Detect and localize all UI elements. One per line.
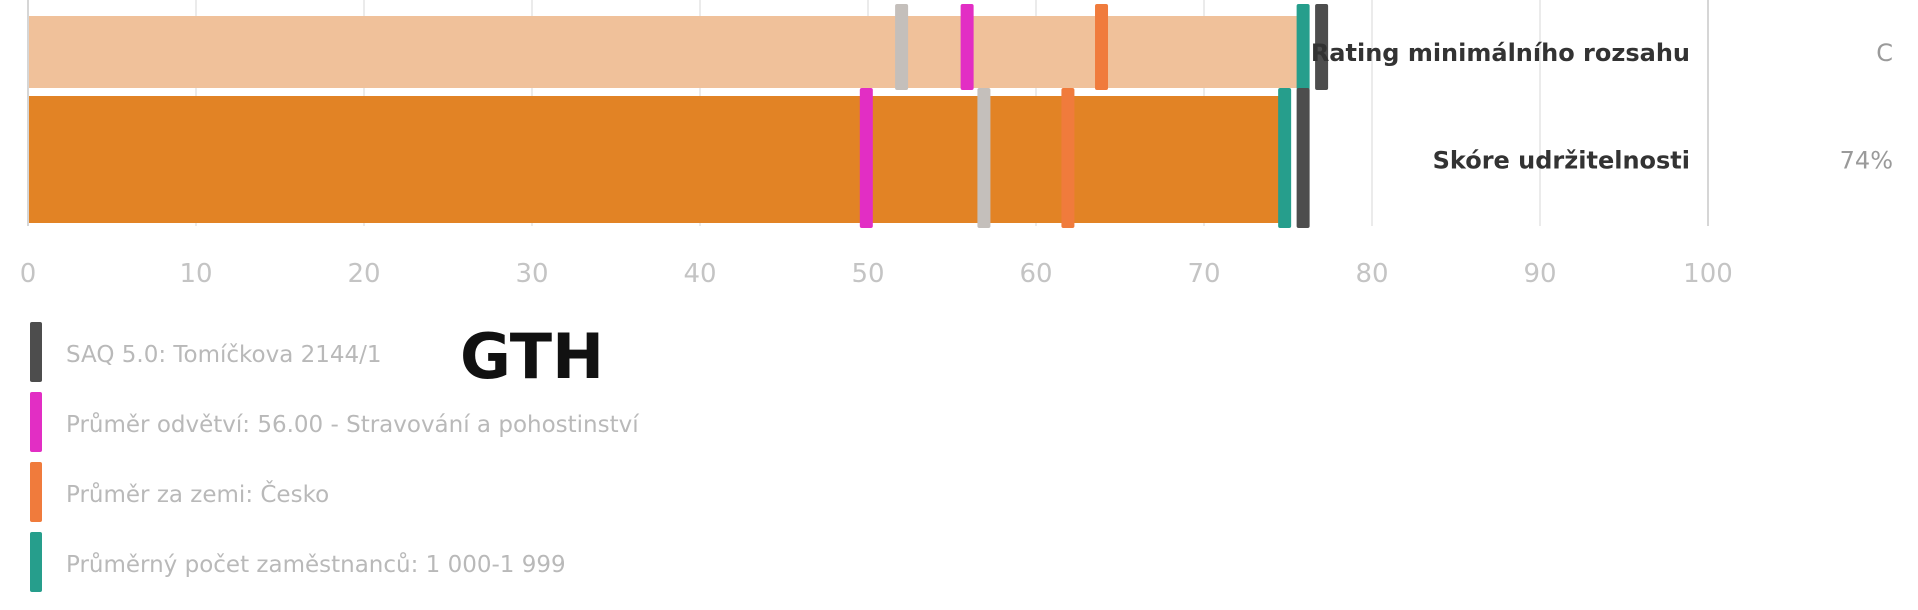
legend-label: Průměrný počet zaměstnanců: 1 000-1 999 xyxy=(66,552,566,578)
row-value-label: C xyxy=(1876,39,1893,67)
legend-label: Průměr odvětví: 56.00 - Stravování a poh… xyxy=(66,412,639,438)
x-tick-label: 100 xyxy=(1683,259,1733,289)
row-value-label: 74% xyxy=(1840,147,1893,175)
benchmark-marker xyxy=(1095,4,1109,90)
x-tick-label: 0 xyxy=(20,259,37,289)
gth-logo-text: GTH xyxy=(460,320,604,390)
benchmark-marker xyxy=(1278,88,1292,228)
chart-markers xyxy=(859,4,1329,228)
x-tick-label: 40 xyxy=(683,259,716,289)
benchmark-marker xyxy=(859,88,873,228)
x-tick-label: 10 xyxy=(179,259,212,289)
legend-swatch xyxy=(30,462,42,522)
benchmark-marker xyxy=(895,4,909,90)
chart-bars xyxy=(28,16,1305,223)
benchmark-marker xyxy=(977,88,991,228)
legend-swatch xyxy=(30,322,42,382)
benchmark-marker xyxy=(960,4,974,90)
x-tick-label: 30 xyxy=(515,259,548,289)
chart-x-axis: 0 10 20 30 40 50 60 70 80 90 100 xyxy=(20,0,1733,289)
benchmark-marker xyxy=(1296,88,1310,228)
legend-swatch xyxy=(30,392,42,452)
benchmark-marker xyxy=(1061,88,1075,228)
chart-row-labels: Rating minimálního rozsahu C Skóre udržite… xyxy=(1311,39,1893,175)
x-tick-label: 80 xyxy=(1355,259,1388,289)
benchmark-marker xyxy=(1315,4,1329,90)
legend-label: SAQ 5.0: Tomíčkova 2144/1 xyxy=(66,342,382,368)
bar xyxy=(28,16,1305,88)
x-tick-label: 60 xyxy=(1019,259,1052,289)
row-label: Rating minimálního rozsahu xyxy=(1311,39,1690,67)
benchmark-marker xyxy=(1296,4,1310,90)
x-tick-label: 20 xyxy=(347,259,380,289)
bar xyxy=(28,96,1288,223)
legend-swatch xyxy=(30,532,42,592)
x-tick-label: 70 xyxy=(1187,259,1220,289)
x-tick-label: 90 xyxy=(1523,259,1556,289)
x-tick-label: 50 xyxy=(851,259,884,289)
gth-logo: GTH xyxy=(460,320,604,390)
legend-label: Průměr za zemi: Česko xyxy=(66,482,330,508)
row-label: Skóre udržitelnosti xyxy=(1433,147,1690,175)
